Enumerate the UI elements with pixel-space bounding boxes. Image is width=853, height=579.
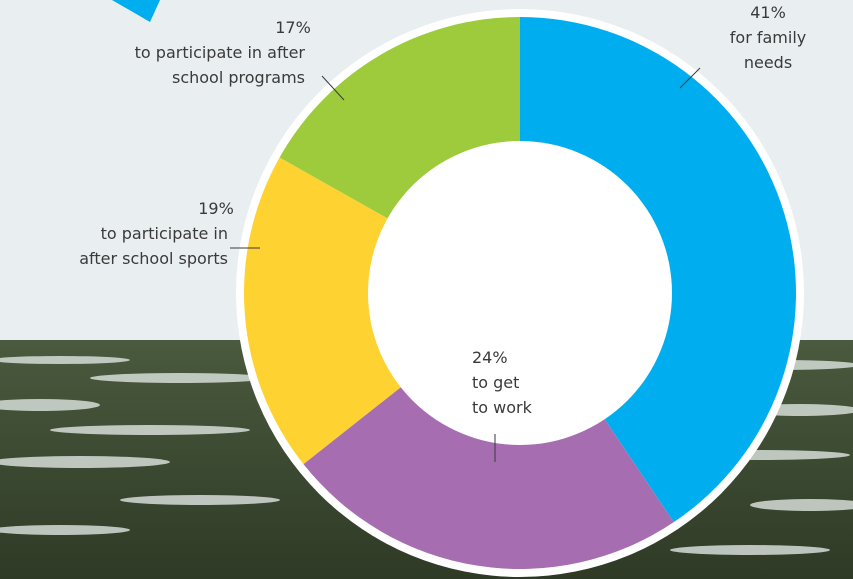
category-label: to work: [472, 398, 533, 417]
category-label: needs: [744, 53, 792, 72]
category-label: for family: [730, 28, 806, 47]
value-label: 17%: [275, 18, 311, 37]
category-label: after school sports: [79, 249, 228, 268]
value-label: 24%: [472, 348, 508, 367]
value-label: 41%: [750, 3, 786, 22]
value-label: 19%: [198, 199, 234, 218]
category-label: to participate in after: [135, 43, 306, 62]
ripples: [0, 356, 853, 555]
decor-triangle: [112, 0, 160, 22]
donut-hole: [368, 141, 672, 445]
category-label: school programs: [172, 68, 305, 87]
category-label: to participate in: [101, 224, 228, 243]
category-label: to get: [472, 373, 519, 392]
leaders: [230, 67, 701, 462]
